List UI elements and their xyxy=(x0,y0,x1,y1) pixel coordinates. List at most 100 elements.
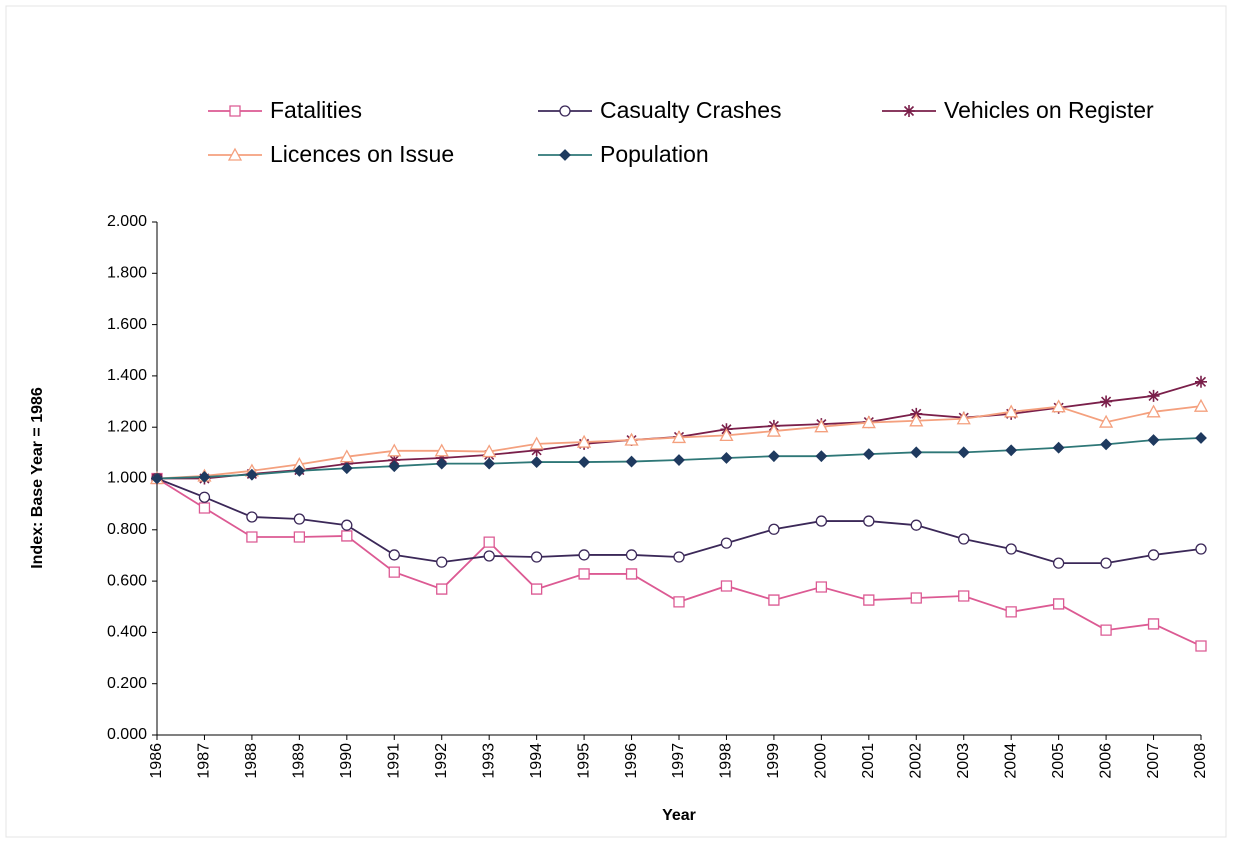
data-point xyxy=(910,446,923,459)
data-point xyxy=(578,456,591,469)
data-point xyxy=(1005,543,1017,555)
data-point xyxy=(862,448,875,461)
legend-marker xyxy=(227,147,243,161)
x-tick-label: 2002 xyxy=(907,743,924,779)
data-point xyxy=(1098,414,1114,428)
data-point xyxy=(293,464,306,477)
y-tick-label: 0.400 xyxy=(107,624,147,641)
data-point xyxy=(956,411,971,425)
data-point xyxy=(340,462,353,475)
legend-marker xyxy=(229,105,241,117)
x-tick-label: 1999 xyxy=(765,743,782,779)
legend-label: Population xyxy=(600,141,709,167)
data-point xyxy=(863,594,875,606)
data-point xyxy=(1052,557,1065,569)
data-point xyxy=(1100,557,1112,569)
data-point xyxy=(815,450,828,463)
data-point xyxy=(1146,404,1161,418)
data-point xyxy=(198,471,211,483)
x-tick-label: 1986 xyxy=(148,743,165,779)
x-tick-label: 2001 xyxy=(860,743,877,779)
data-point xyxy=(578,549,590,561)
data-point xyxy=(530,551,543,563)
data-point xyxy=(339,449,354,463)
x-tick-label: 1990 xyxy=(338,743,355,779)
data-point xyxy=(435,457,448,470)
x-tick-label: 1998 xyxy=(718,743,735,779)
x-tick-label: 1992 xyxy=(433,743,450,779)
data-point xyxy=(1004,404,1019,418)
data-point xyxy=(388,454,401,467)
data-point xyxy=(1195,375,1207,388)
legend-marker xyxy=(559,149,571,161)
data-point xyxy=(673,596,685,608)
x-tick-label: 1996 xyxy=(623,743,640,779)
y-tick-label: 0.000 xyxy=(107,726,147,743)
data-point xyxy=(1100,438,1113,451)
data-point xyxy=(576,434,592,448)
data-point xyxy=(246,511,258,523)
data-point xyxy=(815,581,828,593)
x-tick-label: 2004 xyxy=(1002,743,1019,779)
data-point xyxy=(1005,444,1018,457)
y-tick-label: 1.200 xyxy=(107,418,147,435)
data-point xyxy=(1147,618,1160,630)
data-point xyxy=(767,450,780,463)
y-tick-label: 1.800 xyxy=(107,265,147,282)
x-tick-label: 1995 xyxy=(575,743,592,779)
x-tick-label: 1988 xyxy=(243,743,260,779)
data-point xyxy=(151,472,163,485)
legend-label: Fatalities xyxy=(270,97,362,123)
data-point xyxy=(387,443,402,457)
x-tick-label: 1993 xyxy=(480,743,497,779)
data-point xyxy=(720,537,733,549)
data-point xyxy=(436,556,448,568)
data-point xyxy=(863,515,875,527)
x-tick-label: 2005 xyxy=(1050,743,1067,779)
x-tick-label: 1989 xyxy=(291,743,308,779)
data-point xyxy=(814,419,829,433)
data-point xyxy=(910,519,922,531)
data-point xyxy=(530,456,543,469)
data-point xyxy=(530,583,543,595)
data-point xyxy=(861,415,876,429)
data-point xyxy=(673,454,685,466)
chart-border xyxy=(5,5,1227,838)
data-point xyxy=(293,531,306,543)
data-point xyxy=(815,515,828,527)
data-point xyxy=(529,436,544,450)
legend-label: Vehicles on Register xyxy=(944,97,1154,123)
data-point xyxy=(1147,434,1160,446)
legend-label: Casualty Crashes xyxy=(600,97,782,123)
data-point xyxy=(1051,399,1066,413)
data-point xyxy=(958,590,970,602)
data-point xyxy=(388,460,401,473)
data-point xyxy=(720,580,733,592)
data-point xyxy=(246,531,258,543)
y-tick-label: 2.000 xyxy=(107,213,147,230)
y-tick-label: 0.600 xyxy=(107,572,147,589)
legend-marker xyxy=(903,105,915,117)
data-point xyxy=(719,428,734,442)
data-point xyxy=(198,502,211,514)
data-point xyxy=(1193,398,1209,412)
x-tick-label: 2006 xyxy=(1097,743,1114,779)
data-point xyxy=(1100,624,1112,636)
y-tick-label: 1.600 xyxy=(107,316,147,333)
data-point xyxy=(198,491,211,503)
data-point xyxy=(388,566,400,578)
data-point xyxy=(483,457,496,470)
data-point xyxy=(958,533,970,545)
data-point xyxy=(768,594,780,606)
x-tick-label: 1991 xyxy=(385,743,402,779)
data-point xyxy=(341,530,353,542)
data-point xyxy=(1147,389,1160,402)
data-point xyxy=(671,430,687,444)
data-point xyxy=(530,444,543,457)
data-point xyxy=(578,568,590,580)
data-point xyxy=(720,452,733,464)
y-tick-label: 1.400 xyxy=(107,367,147,384)
data-point xyxy=(293,513,306,525)
